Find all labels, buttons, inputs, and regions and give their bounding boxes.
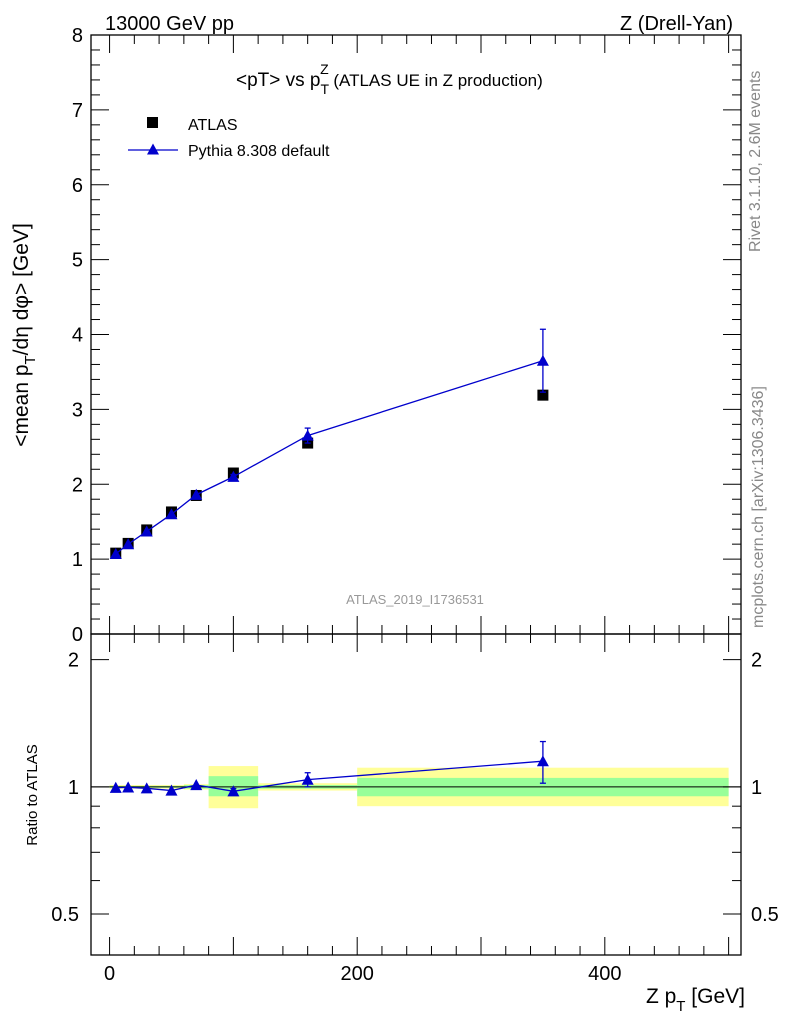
ratio-pythia-point [122, 781, 135, 793]
x-label-sub: T [676, 998, 685, 1015]
ratio-y-tick-label-left: 0.5 [51, 904, 79, 926]
legend-pythia-label: Pythia 8.308 default [188, 143, 330, 160]
pythia-point [165, 508, 178, 520]
x-tick-label: 400 [588, 963, 621, 985]
ratio-y-tick-label-left: 2 [68, 650, 79, 672]
main-y-tick-label: 3 [72, 399, 83, 421]
ratio-y-tick-label-right: 2 [751, 650, 762, 672]
legend-atlas-label: ATLAS [188, 117, 238, 134]
mcplots-label: mcplots.cern.ch [arXiv:1306.3436] [750, 386, 767, 628]
ratio-pythia-point [301, 773, 314, 785]
main-title-text: <pT> vs p [236, 70, 321, 91]
ratio-y-tick-label-right: 0.5 [751, 904, 779, 926]
analysis-watermark: ATLAS_2019_I1736531 [346, 592, 484, 607]
x-label-pre: Z p [646, 985, 676, 1008]
rivet-label: Rivet 3.1.10, 2.6M events [747, 71, 764, 252]
legend-atlas-marker [147, 117, 158, 128]
x-axis-label: Z pT [GeV] [646, 985, 745, 1015]
main-y-tick-label: 4 [72, 325, 83, 347]
pythia-point [227, 470, 240, 482]
ratio-series [109, 740, 549, 797]
main-y-tick-label: 5 [72, 250, 83, 272]
pythia-point [122, 538, 135, 550]
ratio-y-tick-label-right: 1 [751, 777, 762, 799]
main-y-tick-label: 8 [72, 25, 83, 47]
main-y-tick-label: 0 [72, 624, 83, 646]
ratio-frame [90, 633, 742, 956]
main-y-label-post: /dη dφ> [GeV] [10, 223, 33, 355]
main-title-sub: T [321, 81, 330, 97]
pythia-point [190, 488, 203, 500]
main-title-sup: Z [320, 61, 329, 77]
pythia-line [115, 360, 544, 555]
legend: ATLAS Pythia 8.308 default [128, 117, 330, 160]
header-left: 13000 GeV pp [105, 13, 234, 35]
main-title: <pT> vs pTZ (ATLAS UE in Z production) [236, 61, 543, 97]
main-y-label-sub: T [22, 355, 39, 364]
axes: 0 1 2 3 4 5 6 7 8 0.5 0.5 1 1 2 2 0 200 400 [51, 25, 779, 985]
main-y-tick-label: 1 [72, 549, 83, 571]
main-y-tick-label: 6 [72, 175, 83, 197]
main-series [109, 328, 549, 559]
main-title-tail: (ATLAS UE in Z production) [329, 71, 543, 90]
pythia-point [140, 525, 153, 537]
main-y-tick-label: 2 [72, 474, 83, 496]
ratio-pythia-point [140, 782, 153, 794]
ratio-pythia-point [109, 781, 122, 793]
header-right: Z (Drell-Yan) [620, 13, 733, 35]
ratio-pythia-point [190, 779, 203, 791]
x-label-post: [GeV] [685, 985, 745, 1008]
main-y-axis-label: <mean pT/dη dφ> [GeV] [10, 223, 39, 447]
x-tick-label: 0 [104, 963, 115, 985]
atlas-point [537, 389, 549, 401]
ratio-pythia-point [165, 784, 178, 796]
ratio-pythia-point [536, 755, 549, 767]
ratio-pythia-point [227, 785, 240, 797]
main-y-label-pre: <mean p [10, 364, 33, 446]
pythia-point [301, 429, 314, 441]
main-y-tick-label: 7 [72, 100, 83, 122]
legend-pythia-marker [147, 143, 159, 155]
x-tick-label: 200 [341, 963, 374, 985]
pythia-point [109, 547, 122, 559]
pythia-point [536, 354, 549, 366]
ratio-y-axis-label: Ratio to ATLAS [24, 744, 41, 845]
ratio-y-tick-label-left: 1 [68, 777, 79, 799]
